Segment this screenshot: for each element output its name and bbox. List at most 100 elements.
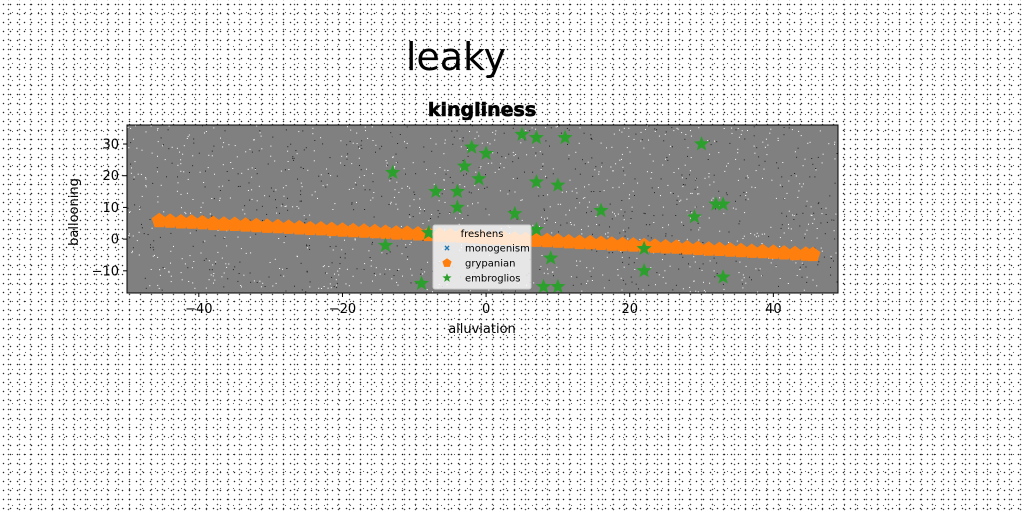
star-point [715, 269, 731, 284]
pentagon-point [324, 221, 340, 237]
y-axis-label: ballooning [67, 178, 82, 246]
pentagon-point [216, 216, 232, 231]
star-point [421, 224, 437, 240]
pentagon-point [658, 239, 674, 254]
pentagon-point [539, 232, 555, 248]
star-point [456, 158, 473, 173]
pentagon-point [805, 246, 821, 262]
pentagon-point [334, 222, 351, 237]
legend-items: monogenism grypanian embroglios [442, 244, 530, 285]
star-point [413, 275, 430, 290]
pentagon-point [690, 240, 706, 256]
pentagon-point [302, 220, 318, 236]
pentagon-point [614, 236, 631, 252]
legend-label: monogenism [465, 244, 530, 255]
star-point [449, 183, 465, 198]
pentagon-point [377, 224, 394, 239]
y-tick-label: 0 [111, 233, 119, 248]
x-axis: −40 −20 0 20 40 [185, 293, 782, 317]
chart-title: kingliness [428, 99, 536, 121]
pentagon-point [625, 237, 641, 252]
x-tick-label: −40 [185, 302, 212, 317]
pentagon-point [248, 217, 264, 233]
pentagon-point [410, 226, 426, 241]
pentagon-point [668, 239, 684, 254]
star-point [528, 174, 544, 189]
pentagon-point [701, 241, 717, 256]
star-point [550, 177, 566, 192]
pentagon-point [184, 214, 200, 229]
pentagon-point [162, 213, 178, 228]
chart-suptitle: leaky [406, 35, 506, 79]
pentagon-point [755, 243, 771, 259]
x-tick-label: −20 [329, 302, 356, 317]
star-point [528, 129, 544, 145]
pentagon-point [388, 225, 404, 240]
pentagon-point [787, 245, 803, 261]
pentagon-point [205, 215, 221, 231]
pentagon-point [281, 219, 297, 234]
pentagon-point [313, 221, 329, 236]
star-point [377, 237, 394, 252]
legend: freshens monogenism grypanian embroglios [432, 224, 532, 290]
pentagon-point [194, 214, 210, 230]
x-tick-label: 0 [482, 302, 490, 317]
star-point [464, 139, 480, 154]
pentagon-point [582, 234, 598, 250]
pentagon-point [291, 220, 307, 235]
pentagon-point [399, 225, 415, 240]
star-point [636, 262, 652, 278]
legend-box [432, 224, 532, 290]
star-point [715, 196, 731, 211]
star-point [593, 202, 609, 218]
pentagon-point [367, 223, 383, 239]
legend-marker [442, 273, 452, 282]
y-tick-label: 20 [102, 169, 119, 184]
legend-marker [444, 245, 450, 251]
star-point [428, 183, 444, 198]
plot-frame [126, 124, 839, 294]
pentagon-point [259, 218, 275, 233]
star-point [708, 196, 724, 211]
series-embroglios [377, 126, 731, 294]
star-point [449, 199, 465, 214]
legend-marker [442, 258, 452, 267]
series-layer [151, 126, 821, 294]
pentagon-point [765, 244, 781, 259]
pentagon-point [679, 240, 695, 255]
pentagon-point [345, 222, 361, 238]
star-point [514, 126, 530, 141]
pentagon-point [173, 214, 189, 229]
pentagon-point [711, 241, 728, 256]
x-axis-label: alluviation [448, 322, 516, 337]
legend-label: embroglios [465, 274, 520, 285]
legend-label: grypanian [465, 259, 515, 270]
pentagon-point [550, 233, 566, 248]
star-point [686, 208, 702, 224]
x-tick-label: 20 [621, 302, 638, 317]
pentagon-point [776, 245, 792, 260]
star-point [550, 278, 566, 294]
pentagon-point [356, 223, 372, 238]
pentagon-point [647, 238, 663, 253]
pentagon-point [561, 234, 577, 249]
pentagon-point [733, 242, 749, 258]
pentagon-point [744, 243, 760, 258]
star-point [693, 136, 710, 151]
star-point [636, 240, 652, 256]
star-point [557, 129, 573, 145]
x-tick-label: 40 [765, 302, 782, 317]
y-tick-label: −10 [92, 264, 119, 279]
legend-title: freshens [461, 229, 504, 240]
y-axis: −10 0 10 20 30 [92, 138, 127, 279]
pentagon-point [722, 242, 738, 257]
star-point [528, 221, 544, 237]
pentagon-point [227, 216, 243, 231]
star-point [543, 250, 559, 265]
pentagon-point [151, 212, 167, 228]
y-tick-label: 30 [102, 138, 119, 153]
star-point [478, 145, 494, 160]
y-tick-label: 10 [102, 201, 119, 216]
star-point [507, 205, 523, 221]
